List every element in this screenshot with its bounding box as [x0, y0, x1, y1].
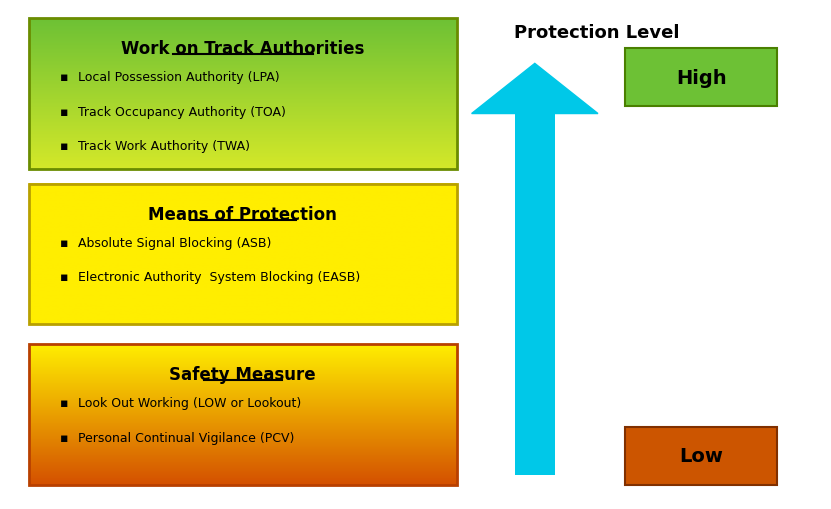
Text: ▪: ▪: [60, 397, 69, 410]
Text: Means of Protection: Means of Protection: [148, 206, 337, 223]
Text: Personal Continual Vigilance (PCV): Personal Continual Vigilance (PCV): [78, 431, 294, 444]
Polygon shape: [472, 64, 598, 115]
Text: ▪: ▪: [60, 237, 69, 249]
Text: Track Work Authority (TWA): Track Work Authority (TWA): [78, 139, 250, 152]
Text: ▪: ▪: [60, 139, 69, 152]
Text: Absolute Signal Blocking (ASB): Absolute Signal Blocking (ASB): [78, 237, 272, 249]
Bar: [515, 115, 554, 475]
Text: High: High: [676, 69, 726, 88]
Text: Electronic Authority  System Blocking (EASB): Electronic Authority System Blocking (EA…: [78, 270, 361, 284]
Text: ▪: ▪: [60, 71, 69, 84]
Text: Local Possession Authority (LPA): Local Possession Authority (LPA): [78, 71, 280, 84]
Text: ▪: ▪: [60, 105, 69, 118]
Text: Work on Track Authorities: Work on Track Authorities: [121, 40, 365, 58]
FancyBboxPatch shape: [625, 427, 778, 485]
Text: Look Out Working (LOW or Lookout): Look Out Working (LOW or Lookout): [78, 397, 302, 410]
Text: Low: Low: [680, 446, 723, 466]
Text: Safety Measure: Safety Measure: [170, 365, 316, 384]
Text: ▪: ▪: [60, 431, 69, 444]
Text: ▪: ▪: [60, 270, 69, 284]
Text: Protection Level: Protection Level: [514, 24, 679, 42]
FancyBboxPatch shape: [625, 49, 778, 107]
Text: Track Occupancy Authority (TOA): Track Occupancy Authority (TOA): [78, 105, 286, 118]
